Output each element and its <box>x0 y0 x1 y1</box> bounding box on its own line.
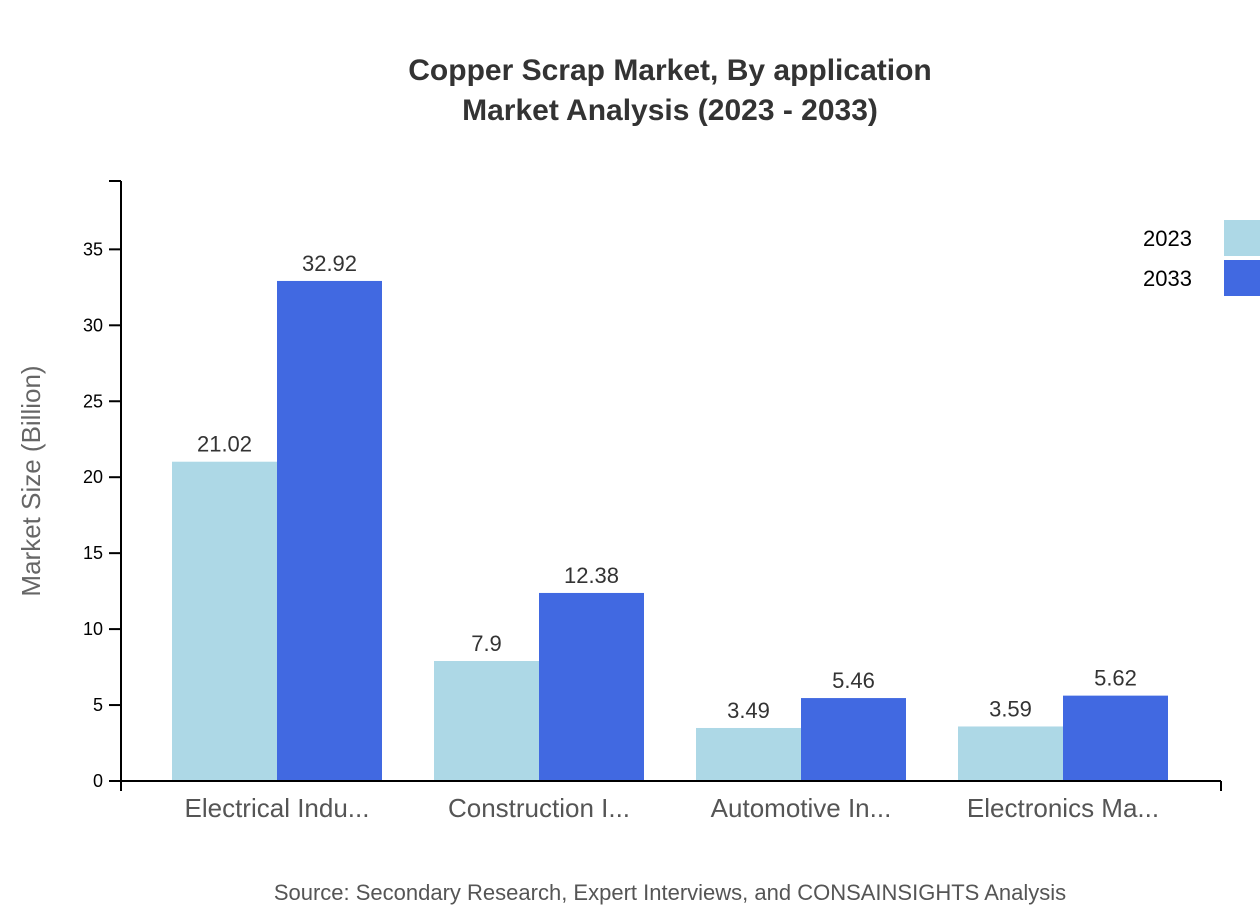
bar-2023-2 <box>696 727 801 781</box>
bars-group: 21.02 32.92 7.9 12.38 3.49 5.46 3.59 5.62 <box>172 251 1168 781</box>
y-tick-label: 10 <box>83 619 103 639</box>
bar-2023-3 <box>958 726 1063 781</box>
y-tick-label: 15 <box>83 543 103 563</box>
legend-label-2023: 2023 <box>1143 226 1192 251</box>
data-label: 5.62 <box>1094 666 1137 691</box>
y-tick-label: 20 <box>83 467 103 487</box>
x-tick-label: Automotive In... <box>711 793 892 823</box>
legend-label-2033: 2033 <box>1143 266 1192 291</box>
bar-2033-3 <box>1063 695 1168 781</box>
data-label: 12.38 <box>564 563 619 588</box>
legend-swatch-2033 <box>1224 260 1260 296</box>
y-tick-label: 0 <box>93 771 103 791</box>
bar-2033-1 <box>539 592 644 781</box>
data-label: 21.02 <box>197 432 252 457</box>
chart-title: Copper Scrap Market, By application <box>408 54 931 87</box>
bar-2033-0 <box>277 280 382 781</box>
x-tick-label: Construction I... <box>448 793 630 823</box>
data-label: 3.59 <box>989 696 1032 721</box>
x-tick-label: Electronics Ma... <box>967 793 1159 823</box>
bar-2033-2 <box>801 698 906 781</box>
bar-2023-1 <box>434 661 539 781</box>
y-tick-label: 5 <box>93 695 103 715</box>
data-label: 3.49 <box>727 698 770 723</box>
source-note: Source: Secondary Research, Expert Inter… <box>274 880 1066 905</box>
x-axis: Electrical Indu... Construction I... Autom… <box>120 780 1222 823</box>
y-axis: 0 5 10 15 20 25 30 35 <box>83 180 122 791</box>
y-tick-label: 35 <box>83 239 103 259</box>
y-axis-label: Market Size (Billion) <box>16 365 46 596</box>
legend-swatch-2023 <box>1224 220 1260 256</box>
y-tick-label: 25 <box>83 391 103 411</box>
data-label: 32.92 <box>302 251 357 276</box>
x-tick-label: Electrical Indu... <box>185 793 370 823</box>
legend: 2023 2033 <box>1143 220 1260 296</box>
y-tick-label: 30 <box>83 315 103 335</box>
bar-2023-0 <box>172 461 277 781</box>
data-label: 5.46 <box>832 668 875 693</box>
chart-subtitle: Market Analysis (2023 - 2033) <box>462 94 878 127</box>
data-label: 7.9 <box>471 631 502 656</box>
